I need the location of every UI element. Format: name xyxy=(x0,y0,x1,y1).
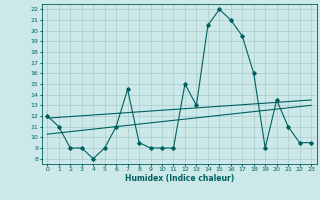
X-axis label: Humidex (Indice chaleur): Humidex (Indice chaleur) xyxy=(124,174,234,183)
